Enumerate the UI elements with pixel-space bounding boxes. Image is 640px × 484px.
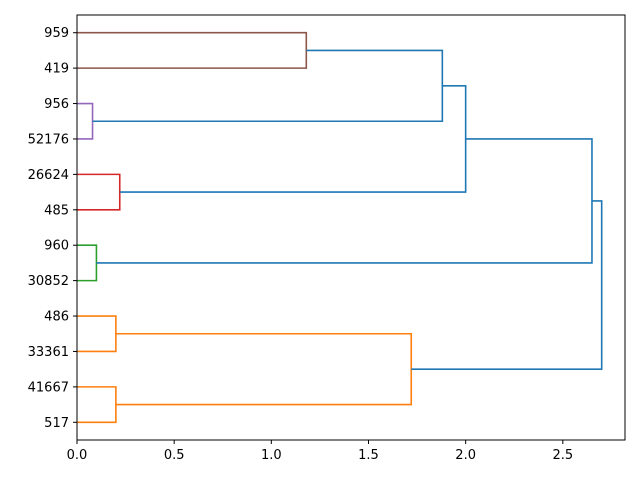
leaf-label: 33361: [28, 345, 69, 360]
leaf-label: 956: [44, 97, 69, 112]
x-tick-label: 0.5: [164, 448, 185, 463]
dendrogram-link-m8: [77, 315, 117, 353]
leaf-label: 26624: [28, 168, 69, 183]
leaf-label: 959: [44, 26, 69, 41]
x-tick-label: 1.5: [358, 448, 379, 463]
dendrogram-link-m5: [119, 85, 467, 193]
dendrogram-link-m9: [77, 386, 117, 424]
leaf-label: 960: [44, 239, 69, 254]
x-tick-label: 1.0: [261, 448, 282, 463]
leaf-label: 485: [44, 203, 69, 218]
dendrogram-link-m11: [411, 200, 603, 370]
dendrogram-link-m6: [77, 244, 98, 282]
leaf-label: 486: [44, 310, 69, 325]
leaf-label: 30852: [28, 274, 69, 289]
leaf-label: 517: [44, 416, 69, 431]
dendrogram-link-m3: [92, 49, 444, 123]
x-tick-label: 0.0: [67, 448, 88, 463]
x-tick-label: 2.0: [455, 448, 476, 463]
leaf-label: 41667: [28, 380, 69, 395]
leaf-label: 52176: [28, 132, 69, 147]
x-tick-label: 2.5: [552, 448, 573, 463]
plot-frame: [76, 14, 626, 441]
leaf-label: 419: [44, 62, 69, 77]
dendrogram-link-m10: [115, 332, 413, 406]
